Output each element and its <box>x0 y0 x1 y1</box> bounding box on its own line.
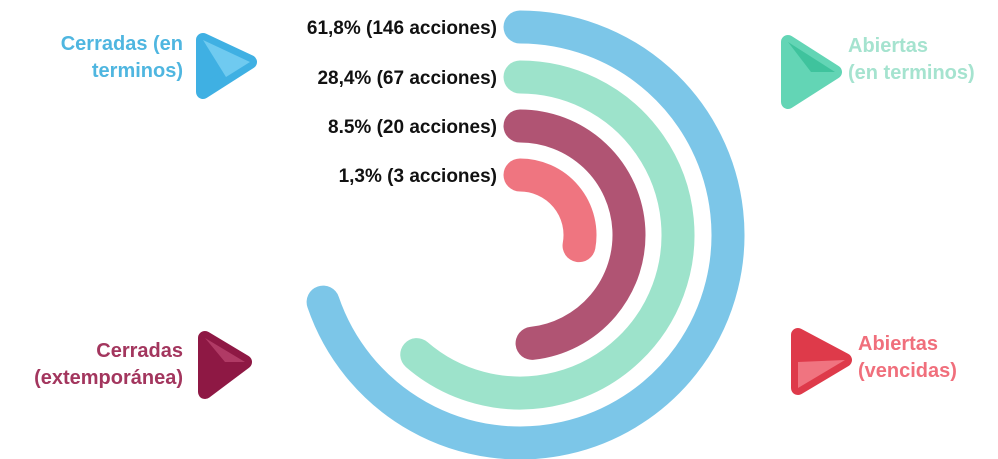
ring-bar <box>400 60 695 410</box>
legend-icon-facet <box>788 42 835 72</box>
legend-icon-facet <box>203 40 250 77</box>
legend-icon <box>198 331 252 399</box>
legend-icon-facet <box>205 338 245 362</box>
value-label: 8.5% (20 acciones) <box>328 117 497 138</box>
ring-bar <box>306 10 745 459</box>
value-label: 1,3% (3 acciones) <box>339 166 497 187</box>
value-label: 28,4% (67 acciones) <box>317 68 497 89</box>
icons <box>196 33 852 399</box>
legend-label: Abiertas (en terminos) <box>848 35 975 84</box>
legend-label: Cerradas (en terminos) <box>60 33 183 82</box>
ring-bar <box>503 158 597 263</box>
ring-bar <box>503 109 646 360</box>
legend-label: Cerradas (extemporánea) <box>34 340 183 389</box>
legend-label: Abiertas (vencidas) <box>858 333 957 382</box>
legend-icon-facet <box>798 360 845 388</box>
value-label: 61,8% (146 acciones) <box>307 18 497 39</box>
